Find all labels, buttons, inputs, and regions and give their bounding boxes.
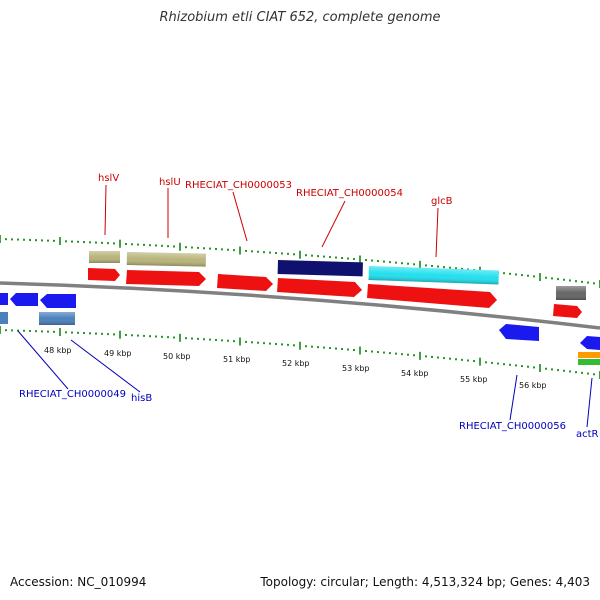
feature-shading [39,251,586,325]
gene-label-rheciat-ch0000056[interactable]: RHECIAT_CH0000056 [459,421,566,432]
leader-line [586,377,593,428]
genome-summary: Topology: circular; Length: 4,513,324 bp… [260,575,590,589]
kbp-label: 48 kbp [44,346,72,355]
gene-arrow-actr[interactable] [580,336,600,350]
kbp-label: 50 kbp [163,352,191,361]
gene-label-rheciat-ch0000049[interactable]: RHECIAT_CH0000049 [19,389,126,400]
plus-strand-features [88,251,586,318]
kbp-label: 54 kbp [401,369,429,378]
leader-line [321,200,346,248]
accession-text: Accession: NC_010994 [10,575,147,589]
gene-arrow-right-edge[interactable] [553,304,582,318]
gene-arrow-hslu[interactable] [126,270,206,286]
feature-green-band[interactable] [578,359,600,365]
gene-arrow-hisb[interactable] [40,294,76,308]
gene-arrow-glcb[interactable] [367,284,497,308]
feature-left-steel-band[interactable] [0,312,8,324]
gene-arrow-left-edge-2[interactable] [10,293,38,306]
top-gene-labels: hslV hslU RHECIAT_CH0000053 RHECIAT_CH00… [98,173,453,258]
gene-arrow-rheciat-ch0000053[interactable] [217,274,273,291]
kbp-label: 51 kbp [223,355,251,364]
gene-label-rheciat-ch0000054[interactable]: RHECIAT_CH0000054 [296,188,403,199]
leader-line [232,191,248,242]
kbp-label: 55 kbp [460,375,488,384]
kbp-label: 49 kbp [104,349,132,358]
gene-label-hslu[interactable]: hslU [159,177,181,188]
leader-line [509,374,518,421]
gene-label-rheciat-ch0000053[interactable]: RHECIAT_CH0000053 [185,180,292,191]
gene-arrow-rheciat-ch0000056[interactable] [499,324,539,341]
kbp-label: 56 kbp [519,381,547,390]
inner-tick-ring [0,326,600,379]
genome-title: Rhizobium etli CIAT 652, complete genome [159,10,441,25]
feature-rheciat-ch0000054-band[interactable] [277,260,363,277]
kbp-label: 52 kbp [282,359,310,368]
gene-label-hslv[interactable]: hslV [98,173,119,184]
gene-arrow-hslv[interactable] [88,268,120,281]
gene-arrow-left-edge-1[interactable] [0,293,8,305]
gene-arrow-rheciat-ch0000054[interactable] [277,278,362,297]
leader-line [435,207,439,258]
kbp-scale: 48 kbp 49 kbp 50 kbp 51 kbp 52 kbp 53 kb… [44,346,547,390]
gene-label-hisb[interactable]: hisB [131,393,152,404]
kbp-label: 53 kbp [342,364,370,373]
gene-label-actr[interactable]: actR [576,429,599,440]
leader-line [70,339,141,393]
genome-backbone [0,281,600,330]
bottom-gene-labels: RHECIAT_CH0000049 hisB RHECIAT_CH0000056… [17,330,599,440]
leader-line [104,184,107,236]
feature-orange-band[interactable] [578,352,600,358]
leader-line [17,330,69,390]
gene-label-glcb[interactable]: glcB [431,196,453,207]
